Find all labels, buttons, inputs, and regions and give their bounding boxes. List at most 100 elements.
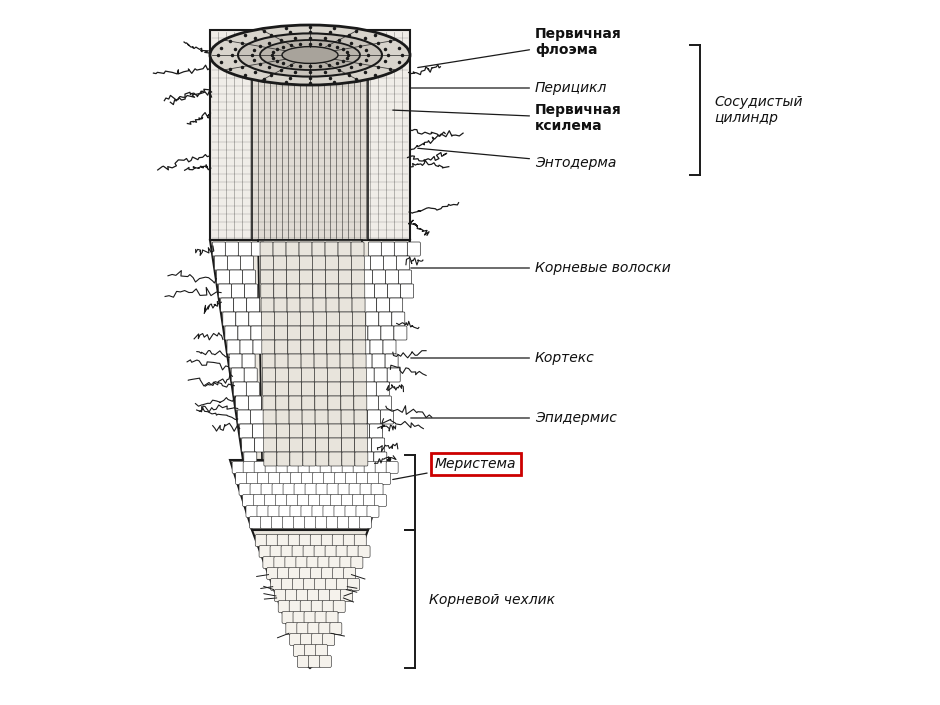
FancyBboxPatch shape: [338, 256, 352, 270]
FancyBboxPatch shape: [353, 354, 366, 368]
FancyBboxPatch shape: [262, 382, 275, 396]
FancyBboxPatch shape: [274, 589, 287, 601]
FancyBboxPatch shape: [385, 270, 399, 284]
FancyBboxPatch shape: [260, 270, 274, 284]
FancyBboxPatch shape: [263, 556, 274, 568]
FancyBboxPatch shape: [303, 452, 316, 466]
FancyBboxPatch shape: [263, 424, 276, 438]
FancyBboxPatch shape: [341, 494, 353, 506]
FancyBboxPatch shape: [376, 382, 389, 396]
FancyBboxPatch shape: [341, 410, 354, 424]
FancyBboxPatch shape: [361, 452, 374, 466]
FancyBboxPatch shape: [343, 534, 355, 546]
FancyBboxPatch shape: [384, 256, 397, 270]
FancyBboxPatch shape: [266, 534, 278, 546]
FancyBboxPatch shape: [339, 298, 352, 312]
FancyBboxPatch shape: [212, 242, 226, 256]
FancyBboxPatch shape: [244, 284, 258, 298]
FancyBboxPatch shape: [243, 354, 255, 368]
FancyBboxPatch shape: [270, 546, 282, 558]
FancyBboxPatch shape: [243, 462, 255, 474]
FancyBboxPatch shape: [296, 589, 308, 601]
FancyBboxPatch shape: [281, 546, 293, 558]
FancyBboxPatch shape: [326, 298, 339, 312]
FancyBboxPatch shape: [304, 611, 316, 623]
FancyBboxPatch shape: [312, 634, 323, 646]
Ellipse shape: [260, 40, 360, 70]
FancyBboxPatch shape: [340, 340, 352, 354]
FancyBboxPatch shape: [294, 484, 306, 496]
FancyBboxPatch shape: [356, 472, 368, 484]
FancyBboxPatch shape: [261, 312, 274, 326]
FancyBboxPatch shape: [354, 410, 368, 424]
FancyBboxPatch shape: [293, 611, 305, 623]
FancyBboxPatch shape: [254, 494, 265, 506]
FancyBboxPatch shape: [374, 452, 386, 466]
FancyBboxPatch shape: [246, 298, 259, 312]
FancyBboxPatch shape: [314, 326, 326, 340]
FancyBboxPatch shape: [236, 312, 249, 326]
FancyBboxPatch shape: [326, 284, 338, 298]
FancyBboxPatch shape: [315, 382, 327, 396]
FancyBboxPatch shape: [352, 494, 365, 506]
Text: Первичная
флоэма: Первичная флоэма: [417, 27, 621, 68]
FancyBboxPatch shape: [282, 517, 294, 529]
FancyBboxPatch shape: [287, 270, 300, 284]
FancyBboxPatch shape: [274, 298, 287, 312]
FancyBboxPatch shape: [302, 396, 315, 410]
FancyBboxPatch shape: [367, 505, 379, 517]
FancyBboxPatch shape: [234, 298, 246, 312]
Text: Сосудистый
цилиндр: Сосудистый цилиндр: [714, 95, 803, 125]
FancyBboxPatch shape: [292, 579, 305, 591]
FancyBboxPatch shape: [315, 410, 328, 424]
FancyBboxPatch shape: [349, 517, 360, 529]
FancyBboxPatch shape: [394, 326, 407, 340]
FancyBboxPatch shape: [274, 326, 288, 340]
FancyBboxPatch shape: [286, 623, 298, 634]
FancyBboxPatch shape: [275, 396, 289, 410]
FancyBboxPatch shape: [337, 579, 349, 591]
FancyBboxPatch shape: [260, 517, 273, 529]
FancyBboxPatch shape: [229, 270, 243, 284]
FancyBboxPatch shape: [342, 462, 354, 474]
FancyBboxPatch shape: [287, 298, 300, 312]
FancyBboxPatch shape: [360, 484, 372, 496]
FancyBboxPatch shape: [287, 256, 299, 270]
FancyBboxPatch shape: [327, 382, 340, 396]
FancyBboxPatch shape: [246, 382, 259, 396]
FancyBboxPatch shape: [303, 424, 315, 438]
Polygon shape: [258, 240, 362, 460]
FancyBboxPatch shape: [385, 354, 399, 368]
FancyBboxPatch shape: [225, 326, 238, 340]
FancyBboxPatch shape: [326, 326, 339, 340]
FancyBboxPatch shape: [338, 284, 352, 298]
Bar: [252, 30, 368, 240]
FancyBboxPatch shape: [369, 424, 383, 438]
FancyBboxPatch shape: [300, 312, 313, 326]
FancyBboxPatch shape: [232, 462, 244, 474]
FancyBboxPatch shape: [320, 494, 332, 506]
FancyBboxPatch shape: [346, 472, 357, 484]
FancyBboxPatch shape: [361, 368, 374, 382]
FancyBboxPatch shape: [253, 340, 266, 354]
FancyBboxPatch shape: [368, 472, 380, 484]
FancyBboxPatch shape: [214, 256, 227, 270]
FancyBboxPatch shape: [313, 284, 326, 298]
Polygon shape: [252, 530, 368, 668]
FancyBboxPatch shape: [356, 424, 369, 438]
FancyBboxPatch shape: [248, 396, 261, 410]
FancyBboxPatch shape: [370, 256, 384, 270]
FancyBboxPatch shape: [282, 579, 293, 591]
FancyBboxPatch shape: [325, 242, 338, 256]
FancyBboxPatch shape: [290, 438, 303, 452]
FancyBboxPatch shape: [340, 382, 353, 396]
FancyBboxPatch shape: [353, 396, 367, 410]
FancyBboxPatch shape: [306, 556, 319, 568]
FancyBboxPatch shape: [290, 424, 303, 438]
FancyBboxPatch shape: [264, 452, 277, 466]
FancyBboxPatch shape: [348, 579, 359, 591]
FancyBboxPatch shape: [290, 601, 301, 613]
FancyBboxPatch shape: [300, 298, 313, 312]
FancyBboxPatch shape: [318, 556, 330, 568]
FancyBboxPatch shape: [303, 546, 315, 558]
